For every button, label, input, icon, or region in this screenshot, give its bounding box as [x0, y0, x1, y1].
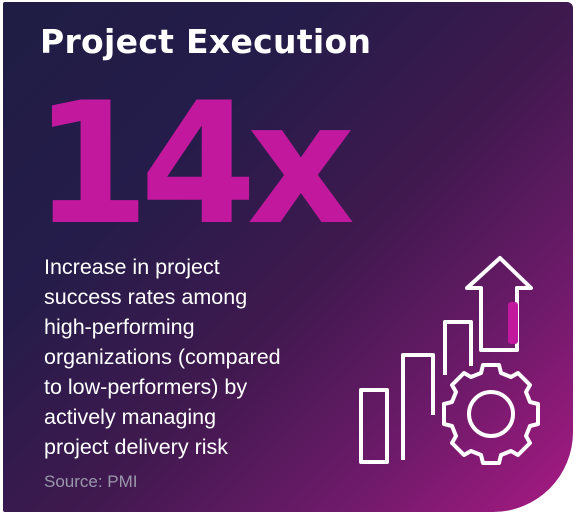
gear-center [467, 390, 515, 438]
card-title: Project Execution [40, 22, 372, 61]
bar-medium [401, 353, 435, 460]
stat-value: 14x [33, 66, 355, 262]
arrow-accent [508, 302, 518, 344]
stat-description: Increase in project success rates among … [44, 255, 281, 459]
bar-tall [443, 320, 473, 375]
bar-chart-icon [359, 320, 473, 464]
up-arrow-icon [465, 256, 533, 352]
bar-small [359, 388, 389, 464]
stat-card: Project Execution 14x Increase in projec… [3, 2, 573, 512]
arrow-outline [465, 256, 533, 352]
source-note: Source: PMI [44, 472, 138, 491]
gear-icon [442, 363, 540, 465]
growth-gear-illustration [359, 256, 540, 465]
gear-outline [442, 363, 540, 465]
